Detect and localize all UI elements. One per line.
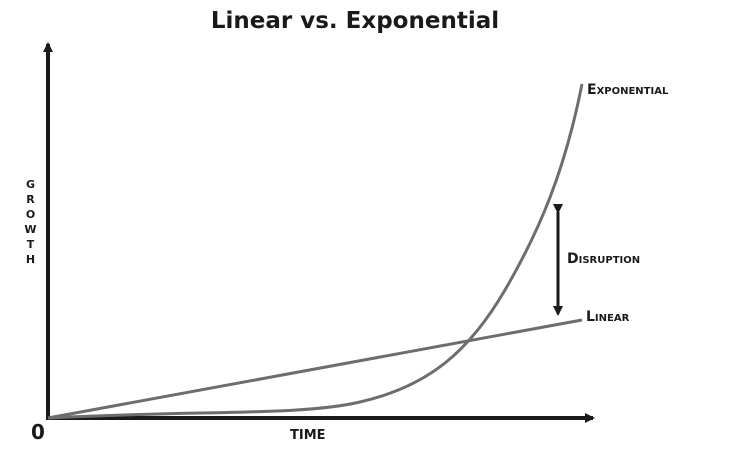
origin-label: 0 xyxy=(31,420,45,444)
exponential-label: Exponential xyxy=(587,82,669,98)
linear-curve xyxy=(47,318,583,420)
disruption-label: Disruption xyxy=(567,251,641,267)
linear-label: Linear xyxy=(586,309,630,325)
y-axis-label: GROWTH xyxy=(24,178,37,268)
x-axis-label: TIME xyxy=(290,428,326,443)
exponential-curve xyxy=(47,83,584,420)
title: Linear vs. Exponential xyxy=(210,8,500,34)
